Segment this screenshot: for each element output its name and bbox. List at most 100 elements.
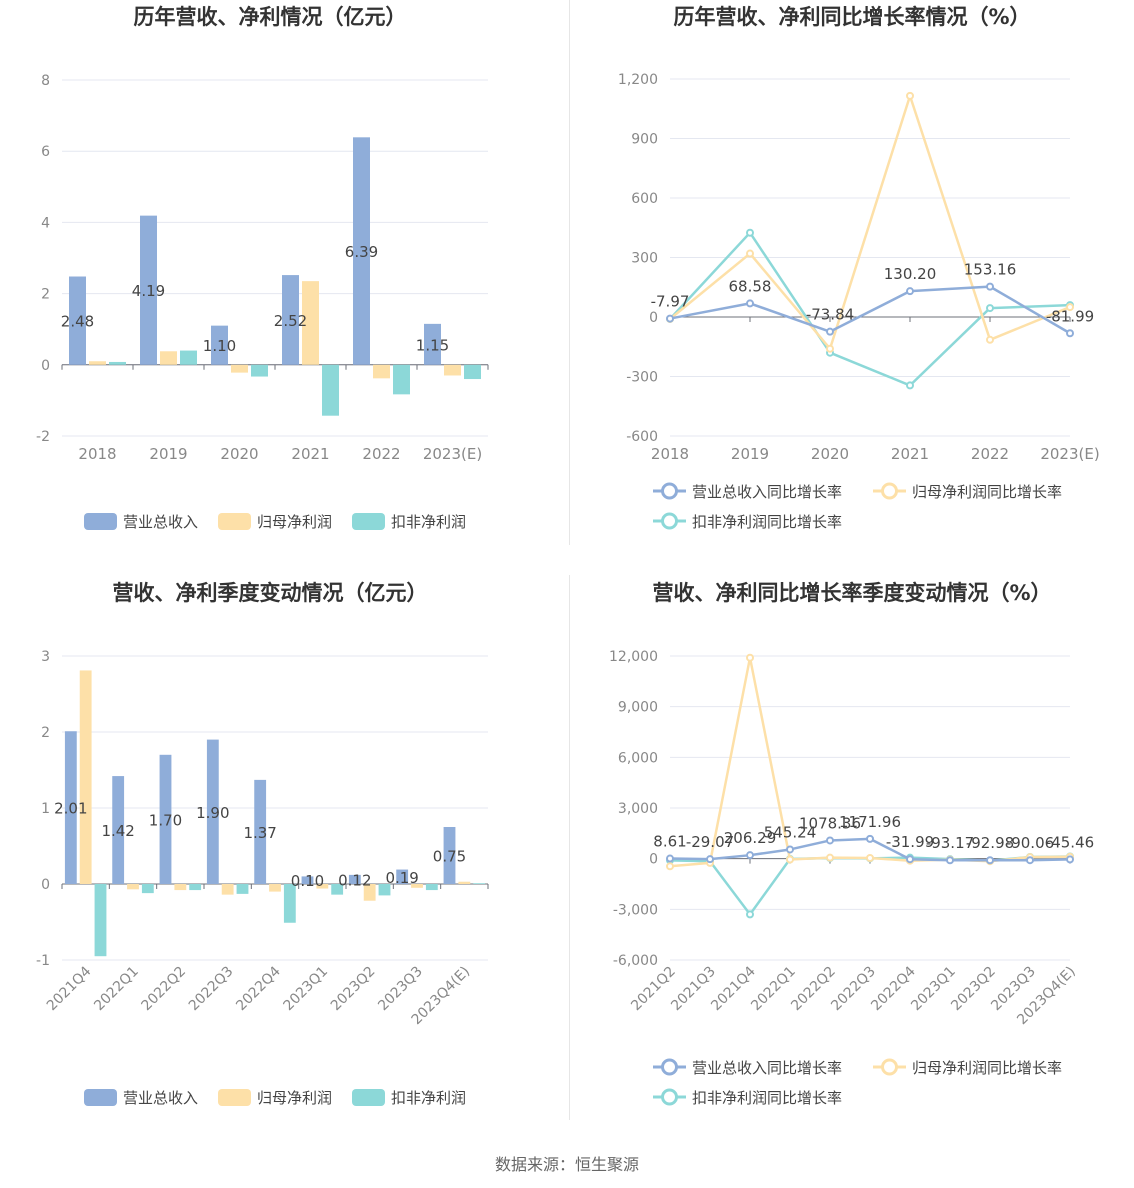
quarterly-growth-point[interactable] [666, 862, 674, 871]
annual-amounts-ytick-label: -2 [36, 429, 50, 445]
quarterly-growth-point[interactable] [1026, 856, 1034, 865]
quarterly-growth-legend-item[interactable]: 归母净利润同比增长率 [873, 1058, 1062, 1077]
annual-amounts-legend-item[interactable]: 扣非净利润 [352, 513, 466, 531]
legend-marker [661, 1088, 678, 1106]
legend-marker [881, 1058, 898, 1076]
quarterly-amounts-bar-net-profit[interactable] [458, 881, 471, 884]
annual-amounts-bar-deducted-profit[interactable] [180, 350, 197, 365]
annual-amounts-bar-net-profit[interactable] [373, 364, 390, 379]
annual-growth-legend-item[interactable]: 扣非净利润同比增长率 [653, 512, 842, 531]
annual-amounts-bar-deducted-profit[interactable] [251, 364, 268, 377]
quarterly-amounts-xtick-label: 2023Q1 [281, 964, 332, 1015]
quarterly-growth-legend-item[interactable]: 扣非净利润同比增长率 [653, 1088, 842, 1107]
annual-growth-legend-item[interactable]: 归母净利润同比增长率 [873, 482, 1062, 501]
annual-growth-point[interactable] [986, 282, 994, 291]
quarterly-amounts-bar-deducted-profit[interactable] [236, 884, 249, 894]
quarterly-amounts-legend-item[interactable]: 营业总收入 [84, 1089, 198, 1107]
annual-growth-point[interactable] [826, 327, 834, 336]
annual-growth-point[interactable] [906, 287, 914, 296]
annual-growth-value-label: -73.84 [806, 306, 854, 324]
quarterly-amounts-bar-revenue[interactable] [254, 779, 267, 884]
annual-growth-point[interactable] [746, 249, 754, 258]
annual-amounts-bar-revenue[interactable] [353, 137, 370, 365]
quarterly-growth-point[interactable] [986, 856, 994, 865]
annual-amounts-bar-net-profit[interactable] [160, 351, 177, 365]
annual-growth-point[interactable] [666, 314, 674, 323]
quarterly-amounts-legend-item[interactable]: 扣非净利润 [352, 1089, 466, 1107]
legend-marker [661, 482, 678, 500]
annual-amounts-xtick-label: 2022 [362, 445, 400, 463]
quarterly-growth-point[interactable] [906, 855, 914, 864]
quarterly-amounts-bar-revenue[interactable] [348, 874, 361, 884]
quarterly-growth-point[interactable] [746, 910, 754, 919]
quarterly-amounts-bar-deducted-profit[interactable] [141, 884, 154, 894]
quarterly-amounts-bar-revenue[interactable] [396, 869, 409, 884]
quarterly-amounts-xtick-label: 2022Q2 [139, 964, 190, 1015]
quarterly-growth-point[interactable] [706, 855, 714, 864]
annual-growth-point[interactable] [986, 335, 994, 344]
annual-amounts-bar-net-profit[interactable] [89, 361, 106, 365]
quarterly-amounts-bar-net-profit[interactable] [127, 884, 139, 890]
quarterly-amounts-bar-deducted-profit[interactable] [331, 884, 344, 895]
quarterly-growth-point[interactable] [826, 836, 834, 845]
annual-growth-point[interactable] [906, 381, 914, 390]
annual-growth-point[interactable] [986, 304, 994, 313]
quarterly-amounts-bar-net-profit[interactable] [269, 884, 281, 892]
quarterly-growth-value-label: -31.99 [886, 833, 934, 851]
quarterly-amounts-bar-revenue[interactable] [159, 754, 172, 884]
annual-amounts-bar-net-profit[interactable] [444, 364, 461, 376]
quarterly-growth-point[interactable] [666, 854, 674, 863]
annual-growth-point[interactable] [826, 344, 834, 353]
annual-amounts-bar-net-profit[interactable] [302, 281, 319, 365]
quarterly-amounts-bar-deducted-profit[interactable] [378, 884, 391, 896]
quarterly-amounts-bar-deducted-profit[interactable] [425, 884, 438, 891]
annual-amounts-bar-deducted-profit[interactable] [464, 364, 481, 380]
annual-growth-legend-item[interactable]: 营业总收入同比增长率 [653, 482, 842, 501]
legend-label: 营业总收入同比增长率 [692, 483, 842, 501]
annual-growth-point[interactable] [1066, 303, 1074, 312]
annual-amounts-bar-revenue[interactable] [140, 215, 157, 365]
quarterly-amounts-bar-net-profit[interactable] [316, 884, 329, 889]
annual-amounts-bar-revenue[interactable] [282, 275, 299, 365]
annual-amounts-legend-item[interactable]: 营业总收入 [84, 513, 198, 531]
quarterly-amounts-bar-net-profit[interactable] [221, 884, 234, 895]
annual-growth-point[interactable] [1066, 329, 1074, 338]
quarterly-amounts-bar-net-profit[interactable] [174, 884, 187, 891]
annual-amounts-bar-revenue[interactable] [211, 325, 228, 365]
quarterly-growth-point[interactable] [746, 851, 754, 860]
quarterly-growth-point[interactable] [866, 853, 874, 862]
annual-growth-xtick-label: 2023(E) [1040, 445, 1099, 463]
quarterly-amounts-bar-net-profit[interactable] [411, 884, 423, 888]
quarterly-amounts-bar-deducted-profit[interactable] [94, 884, 107, 957]
quarterly-growth-point[interactable] [786, 845, 794, 854]
annual-amounts-bar-deducted-profit[interactable] [109, 361, 126, 365]
quarterly-growth-point[interactable] [866, 834, 874, 843]
quarterly-amounts-bar-revenue[interactable] [112, 776, 125, 884]
quarterly-amounts-bar-deducted-profit[interactable] [473, 883, 486, 884]
annual-amounts-bar-deducted-profit[interactable] [393, 364, 410, 395]
annual-growth-point[interactable] [746, 299, 754, 308]
annual-growth-point[interactable] [746, 228, 754, 237]
quarterly-growth-point[interactable] [946, 856, 954, 865]
quarterly-growth-point[interactable] [1066, 855, 1074, 864]
quarterly-growth-point[interactable] [746, 653, 754, 662]
quarterly-amounts-bar-net-profit[interactable] [363, 884, 376, 901]
quarterly-amounts-bar-revenue[interactable] [301, 876, 314, 884]
quarterly-amounts-bar-deducted-profit[interactable] [189, 884, 202, 891]
quarterly-growth-ytick-label: 3,000 [618, 801, 658, 817]
annual-amounts-legend-item[interactable]: 归母净利润 [218, 513, 332, 531]
quarterly-amounts-bar-deducted-profit[interactable] [283, 884, 296, 923]
annual-growth-point[interactable] [906, 91, 914, 100]
quarterly-growth-point[interactable] [786, 855, 794, 864]
annual-amounts-bar-revenue[interactable] [69, 276, 86, 365]
annual-amounts-bar-deducted-profit[interactable] [322, 364, 339, 416]
quarterly-amounts-legend-item[interactable]: 归母净利润 [218, 1089, 332, 1107]
quarterly-amounts-bar-revenue[interactable] [443, 827, 456, 884]
annual-amounts-bar-revenue[interactable] [424, 323, 441, 365]
quarterly-growth-legend-item[interactable]: 营业总收入同比增长率 [653, 1058, 842, 1077]
annual-amounts-bar-net-profit[interactable] [231, 364, 248, 373]
quarterly-growth-point[interactable] [826, 853, 834, 862]
quarterly-amounts-bar-net-profit[interactable] [79, 670, 92, 884]
quarterly-amounts-bar-revenue[interactable] [64, 731, 77, 884]
quarterly-amounts-bar-revenue[interactable] [206, 739, 219, 884]
